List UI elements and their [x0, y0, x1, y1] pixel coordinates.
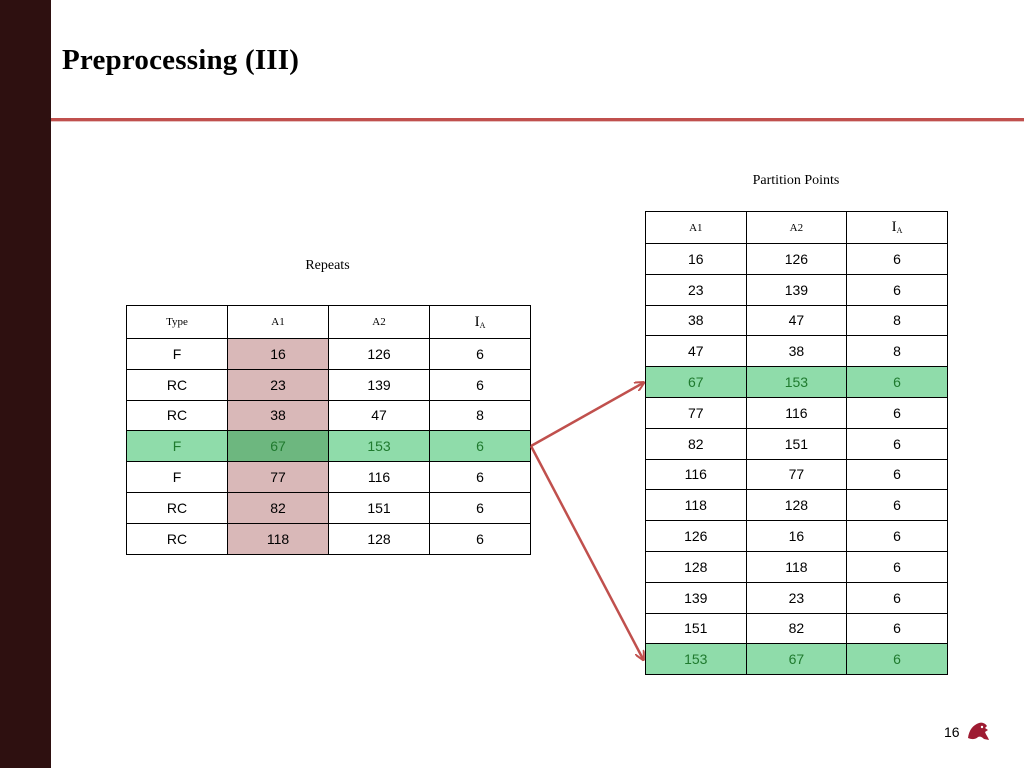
cell-a2: 47	[745, 304, 848, 337]
partition-table: A1 A2 IA 16 126 6 23 139 6 38 47 8 47 38 8 67 153 6 77 1…	[645, 211, 948, 676]
table-row: 139 23 6	[645, 581, 948, 614]
cell-a1: 118	[645, 489, 747, 522]
table-header-row: Type A1 A2 IA	[126, 305, 531, 339]
table-row: 23 139 6	[645, 273, 948, 306]
header-ia-main: I	[474, 313, 480, 330]
cell-a2: 153	[328, 430, 430, 463]
page-number: 16	[944, 724, 960, 740]
cell-type: RC	[126, 368, 228, 401]
cell-a2: 67	[745, 643, 848, 676]
table-row: 47 38 8	[645, 335, 948, 368]
cell-ia: 6	[846, 273, 948, 306]
header-ia-sub: A	[479, 320, 486, 330]
cell-a1: 128	[645, 550, 747, 583]
cell-a1: 67	[227, 430, 329, 463]
header-a2: A2	[328, 305, 430, 339]
cell-a2: 151	[328, 491, 430, 524]
cell-a1: 23	[227, 368, 329, 401]
cell-a1: 118	[227, 522, 329, 555]
cell-ia: 6	[846, 612, 948, 645]
cell-a1: 139	[645, 581, 747, 614]
cell-ia: 6	[429, 368, 531, 401]
cell-a2: 126	[745, 243, 848, 275]
cell-a1: 16	[645, 243, 747, 275]
table-row: RC 118 128 6	[126, 522, 531, 555]
table-row: 153 67 6	[645, 643, 948, 676]
table-header-row: A1 A2 IA	[645, 211, 948, 244]
table-row: F 16 126 6	[126, 338, 531, 370]
repeats-caption: Repeats	[305, 258, 350, 273]
title-divider-shadow	[51, 121, 1024, 122]
partition-caption: Partition Points	[752, 173, 840, 188]
cell-a2: 16	[745, 520, 848, 552]
cell-a2: 47	[328, 399, 430, 432]
cell-a2: 153	[745, 366, 848, 398]
cell-ia: 6	[846, 489, 948, 522]
cell-a2: 23	[745, 581, 848, 614]
cell-ia: 6	[429, 338, 531, 370]
header-ia-main: I	[891, 219, 897, 235]
table-row: 82 151 6	[645, 427, 948, 460]
slide-title: Preprocessing (III)	[62, 44, 300, 76]
table-row: 151 82 6	[645, 612, 948, 645]
cell-a2: 128	[328, 522, 430, 555]
table-row: F 67 153 6	[126, 430, 531, 463]
cell-ia: 6	[429, 430, 531, 463]
cell-a2: 38	[745, 335, 848, 368]
cell-ia: 6	[846, 643, 948, 676]
header-a2: A2	[745, 211, 848, 244]
cell-a1: 47	[645, 335, 747, 368]
cell-a1: 82	[227, 491, 329, 524]
repeats-table: Type A1 A2 IA F 16 126 6 RC 23 139 6 RC 38 47 8 F 67 1…	[126, 305, 531, 555]
cell-ia: 6	[846, 396, 948, 429]
arrow-to-row-67	[530, 383, 643, 448]
header-a1: A1	[645, 211, 747, 244]
cell-ia: 6	[846, 427, 948, 460]
cell-ia: 6	[429, 522, 531, 555]
cell-a2: 139	[745, 273, 848, 306]
cell-a2: 139	[328, 368, 430, 401]
table-row: RC 23 139 6	[126, 368, 531, 401]
header-a1: A1	[227, 305, 329, 339]
cell-a2: 82	[745, 612, 848, 645]
cell-ia: 6	[846, 243, 948, 275]
cell-type: F	[126, 430, 228, 463]
header-ia-sub: A	[896, 226, 903, 235]
table-row: 16 126 6	[645, 243, 948, 275]
table-row: F 77 116 6	[126, 461, 531, 493]
cell-ia: 6	[846, 520, 948, 552]
table-row: 118 128 6	[645, 489, 948, 522]
header-ia: IA	[846, 211, 948, 244]
cell-a2: 151	[745, 427, 848, 460]
table-row: 128 118 6	[645, 550, 948, 583]
cell-a1: 38	[227, 399, 329, 432]
cell-ia: 6	[846, 581, 948, 614]
sidebar-bar	[0, 0, 51, 768]
arrow-to-row-153	[529, 445, 643, 659]
table-row: 77 116 6	[645, 396, 948, 429]
cell-a1: 16	[227, 338, 329, 370]
header-type: Type	[126, 305, 228, 339]
cell-a2: 116	[745, 396, 848, 429]
title-divider	[51, 118, 1024, 121]
cell-a1: 82	[645, 427, 747, 460]
table-row: RC 82 151 6	[126, 491, 531, 524]
cell-a1: 153	[645, 643, 747, 676]
table-row: 126 16 6	[645, 520, 948, 552]
cell-ia: 6	[846, 366, 948, 398]
cell-ia: 6	[846, 458, 948, 491]
table-row: 67 153 6	[645, 366, 948, 398]
header-ia: IA	[429, 305, 531, 339]
cougar-logo-icon	[968, 722, 989, 740]
cell-a1: 77	[645, 396, 747, 429]
